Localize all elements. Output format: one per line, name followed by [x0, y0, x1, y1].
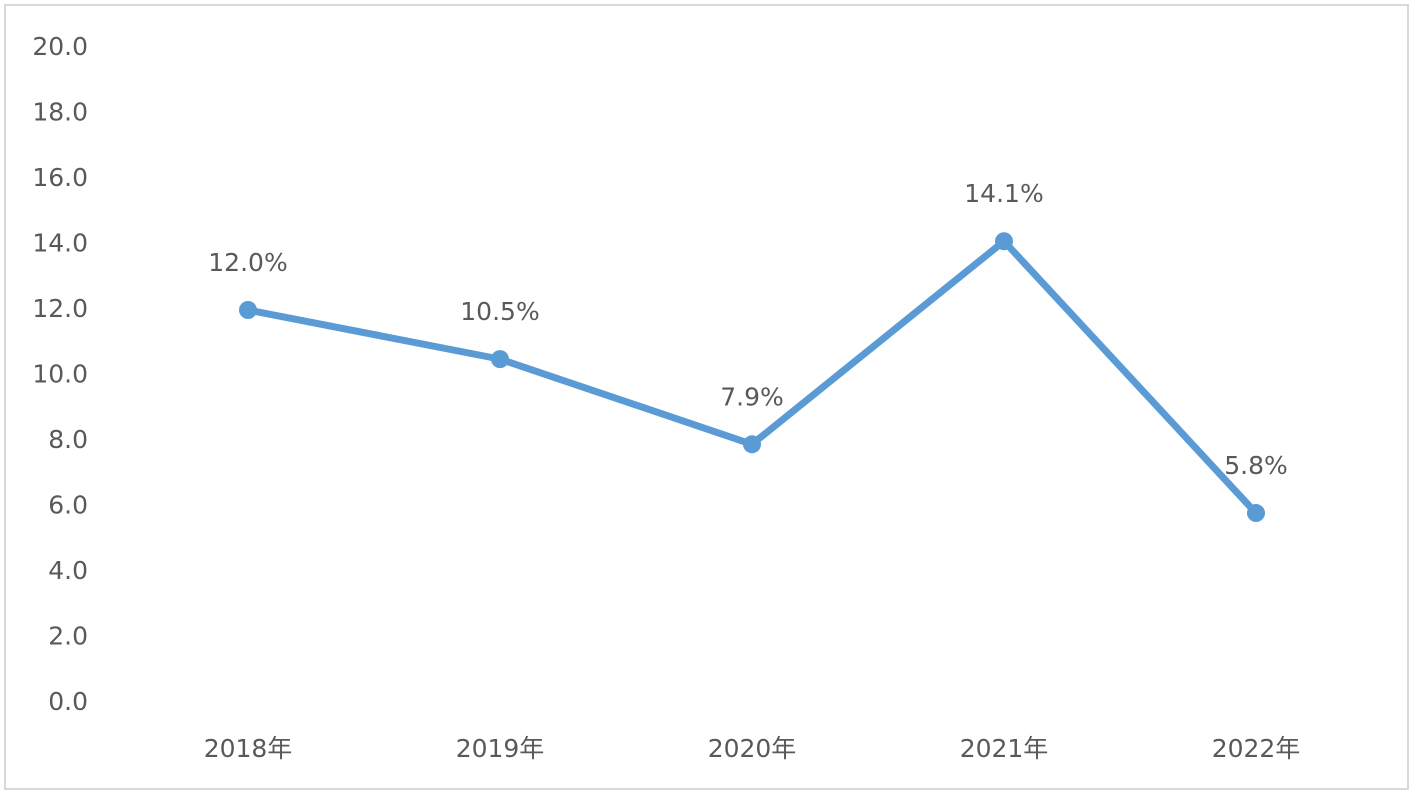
x-tick-label: 2018年 — [204, 734, 293, 763]
x-tick-label: 2020年 — [708, 734, 797, 763]
y-tick-label: 18.0 — [32, 98, 88, 127]
y-tick-label: 4.0 — [48, 556, 88, 585]
x-tick-label: 2021年 — [960, 734, 1049, 763]
y-tick-label: 8.0 — [48, 425, 88, 454]
y-tick-label: 10.0 — [32, 360, 88, 389]
marker — [1247, 504, 1265, 523]
y-tick-label: 20.0 — [32, 32, 88, 61]
marker — [491, 350, 509, 369]
y-tick-label: 0.0 — [48, 687, 88, 716]
data-label: 7.9% — [720, 382, 784, 411]
data-label: 5.8% — [1224, 451, 1288, 480]
data-label: 14.1% — [964, 179, 1043, 208]
y-tick-label: 16.0 — [32, 163, 88, 192]
x-tick-label: 2019年 — [456, 734, 545, 763]
y-tick-label: 6.0 — [48, 491, 88, 520]
chart-border — [4, 4, 1409, 790]
data-label: 12.0% — [208, 248, 287, 277]
marker — [239, 301, 257, 319]
data-label: 10.5% — [460, 297, 539, 326]
y-tick-label: 2.0 — [48, 622, 88, 651]
y-tick-label: 14.0 — [32, 229, 88, 258]
marker — [743, 435, 761, 454]
x-tick-label: 2022年 — [1212, 734, 1301, 763]
y-tick-label: 12.0 — [32, 294, 88, 323]
marker — [995, 232, 1013, 251]
